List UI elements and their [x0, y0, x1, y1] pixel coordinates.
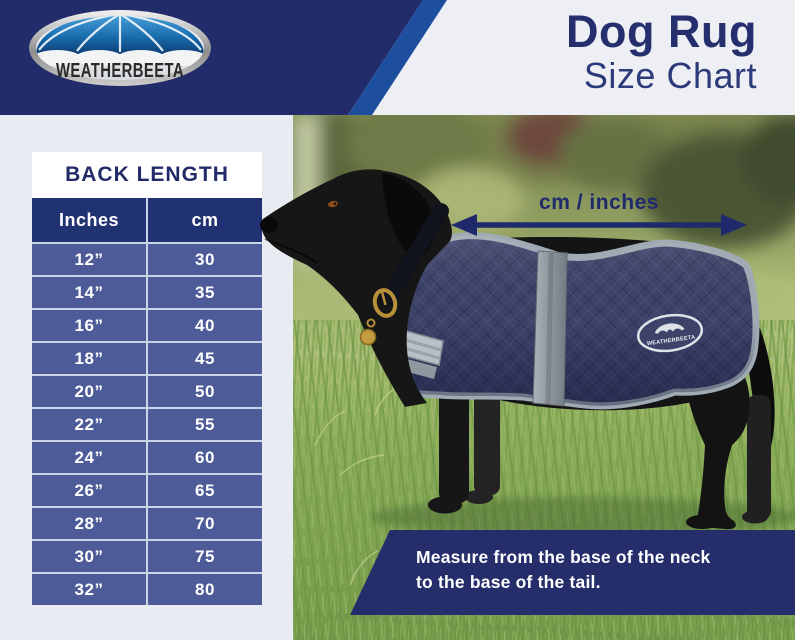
table-row: 30” 75 — [32, 539, 262, 572]
dog-eye — [328, 200, 338, 208]
weatherbeeta-logo: WEATHERBEETA — [29, 10, 211, 86]
table-row: 24” 60 — [32, 440, 262, 473]
dog-far-hind-leg — [747, 395, 771, 520]
title-line1: Dog Rug — [566, 6, 757, 57]
table-body: 12” 30 14” 35 16” 40 18” 45 20” 50 22” 55 24” 60 26” 65… — [32, 242, 262, 605]
inches-cell: 14” — [32, 277, 148, 308]
cm-cell: 50 — [195, 381, 215, 401]
table-row: 26” 65 — [32, 473, 262, 506]
table-row: 14” 35 — [32, 275, 262, 308]
size-table: BACK LENGTH Inches cm 12” 30 14” 35 16” 40 18”… — [32, 152, 262, 605]
measure-arrow-label: cm / inches — [539, 191, 659, 214]
collar-ring — [366, 318, 376, 328]
table-row: 16” 40 — [32, 308, 262, 341]
dog-collar — [380, 203, 449, 307]
table-row: 22” 55 — [32, 407, 262, 440]
measure-arrow — [451, 214, 747, 236]
cm-cell: 35 — [195, 282, 215, 302]
cm-cell: 70 — [195, 513, 215, 533]
inches-cell: 32” — [32, 574, 148, 605]
inches-cell: 28” — [32, 508, 148, 539]
cm-cell: 30 — [195, 249, 215, 269]
caption-line1: Measure from the base of the neck — [416, 547, 711, 567]
cm-cell: 40 — [195, 315, 215, 335]
rug-logo: WEATHERBEETA — [636, 313, 704, 353]
collar-buckle — [372, 288, 398, 318]
inches-cell: 22” — [32, 409, 148, 440]
table-header-row: Inches cm — [32, 198, 262, 242]
dog-photo: WEATHERBEETA — [255, 115, 795, 640]
dog-nose — [260, 217, 278, 233]
inches-cell: 20” — [32, 376, 148, 407]
inches-cell: 24” — [32, 442, 148, 473]
cm-cell: 45 — [195, 348, 215, 368]
table-row: 12” 30 — [32, 242, 262, 275]
inches-cell: 12” — [32, 244, 148, 275]
table-title: BACK LENGTH — [32, 152, 262, 198]
cm-cell: 75 — [195, 546, 215, 566]
table-row: 18” 45 — [32, 341, 262, 374]
table-row: 20” 50 — [32, 374, 262, 407]
measure-caption: Measure from the base of the neck to the… — [350, 530, 795, 615]
cm-cell: 60 — [195, 447, 215, 467]
caption-line2: to the base of the tail. — [416, 572, 601, 592]
column-header-inches: Inches — [32, 198, 148, 242]
title-line2: Size Chart — [583, 55, 757, 96]
collar-bell — [359, 328, 377, 346]
inches-cell: 16” — [32, 310, 148, 341]
dog-rug: WEATHERBEETA — [382, 232, 760, 410]
table-row: 28” 70 — [32, 506, 262, 539]
dog-near-front-leg — [439, 377, 469, 503]
dog-far-front-leg — [474, 377, 500, 495]
dog-head — [260, 169, 452, 407]
inches-cell: 18” — [32, 343, 148, 374]
inches-cell: 26” — [32, 475, 148, 506]
page-title: Dog Rug Size Chart — [566, 8, 757, 96]
logo-text: WEATHERBEETA — [56, 60, 184, 82]
header: WEATHERBEETA Dog Rug Size Chart — [0, 0, 795, 115]
inches-cell: 30” — [32, 541, 148, 572]
cm-cell: 80 — [195, 579, 215, 599]
dog-shadow — [370, 497, 795, 537]
cm-cell: 55 — [195, 414, 215, 434]
rug-surcingle-strap — [532, 250, 568, 407]
cm-cell: 65 — [195, 480, 215, 500]
table-row: 32” 80 — [32, 572, 262, 605]
column-header-cm: cm — [191, 209, 219, 230]
